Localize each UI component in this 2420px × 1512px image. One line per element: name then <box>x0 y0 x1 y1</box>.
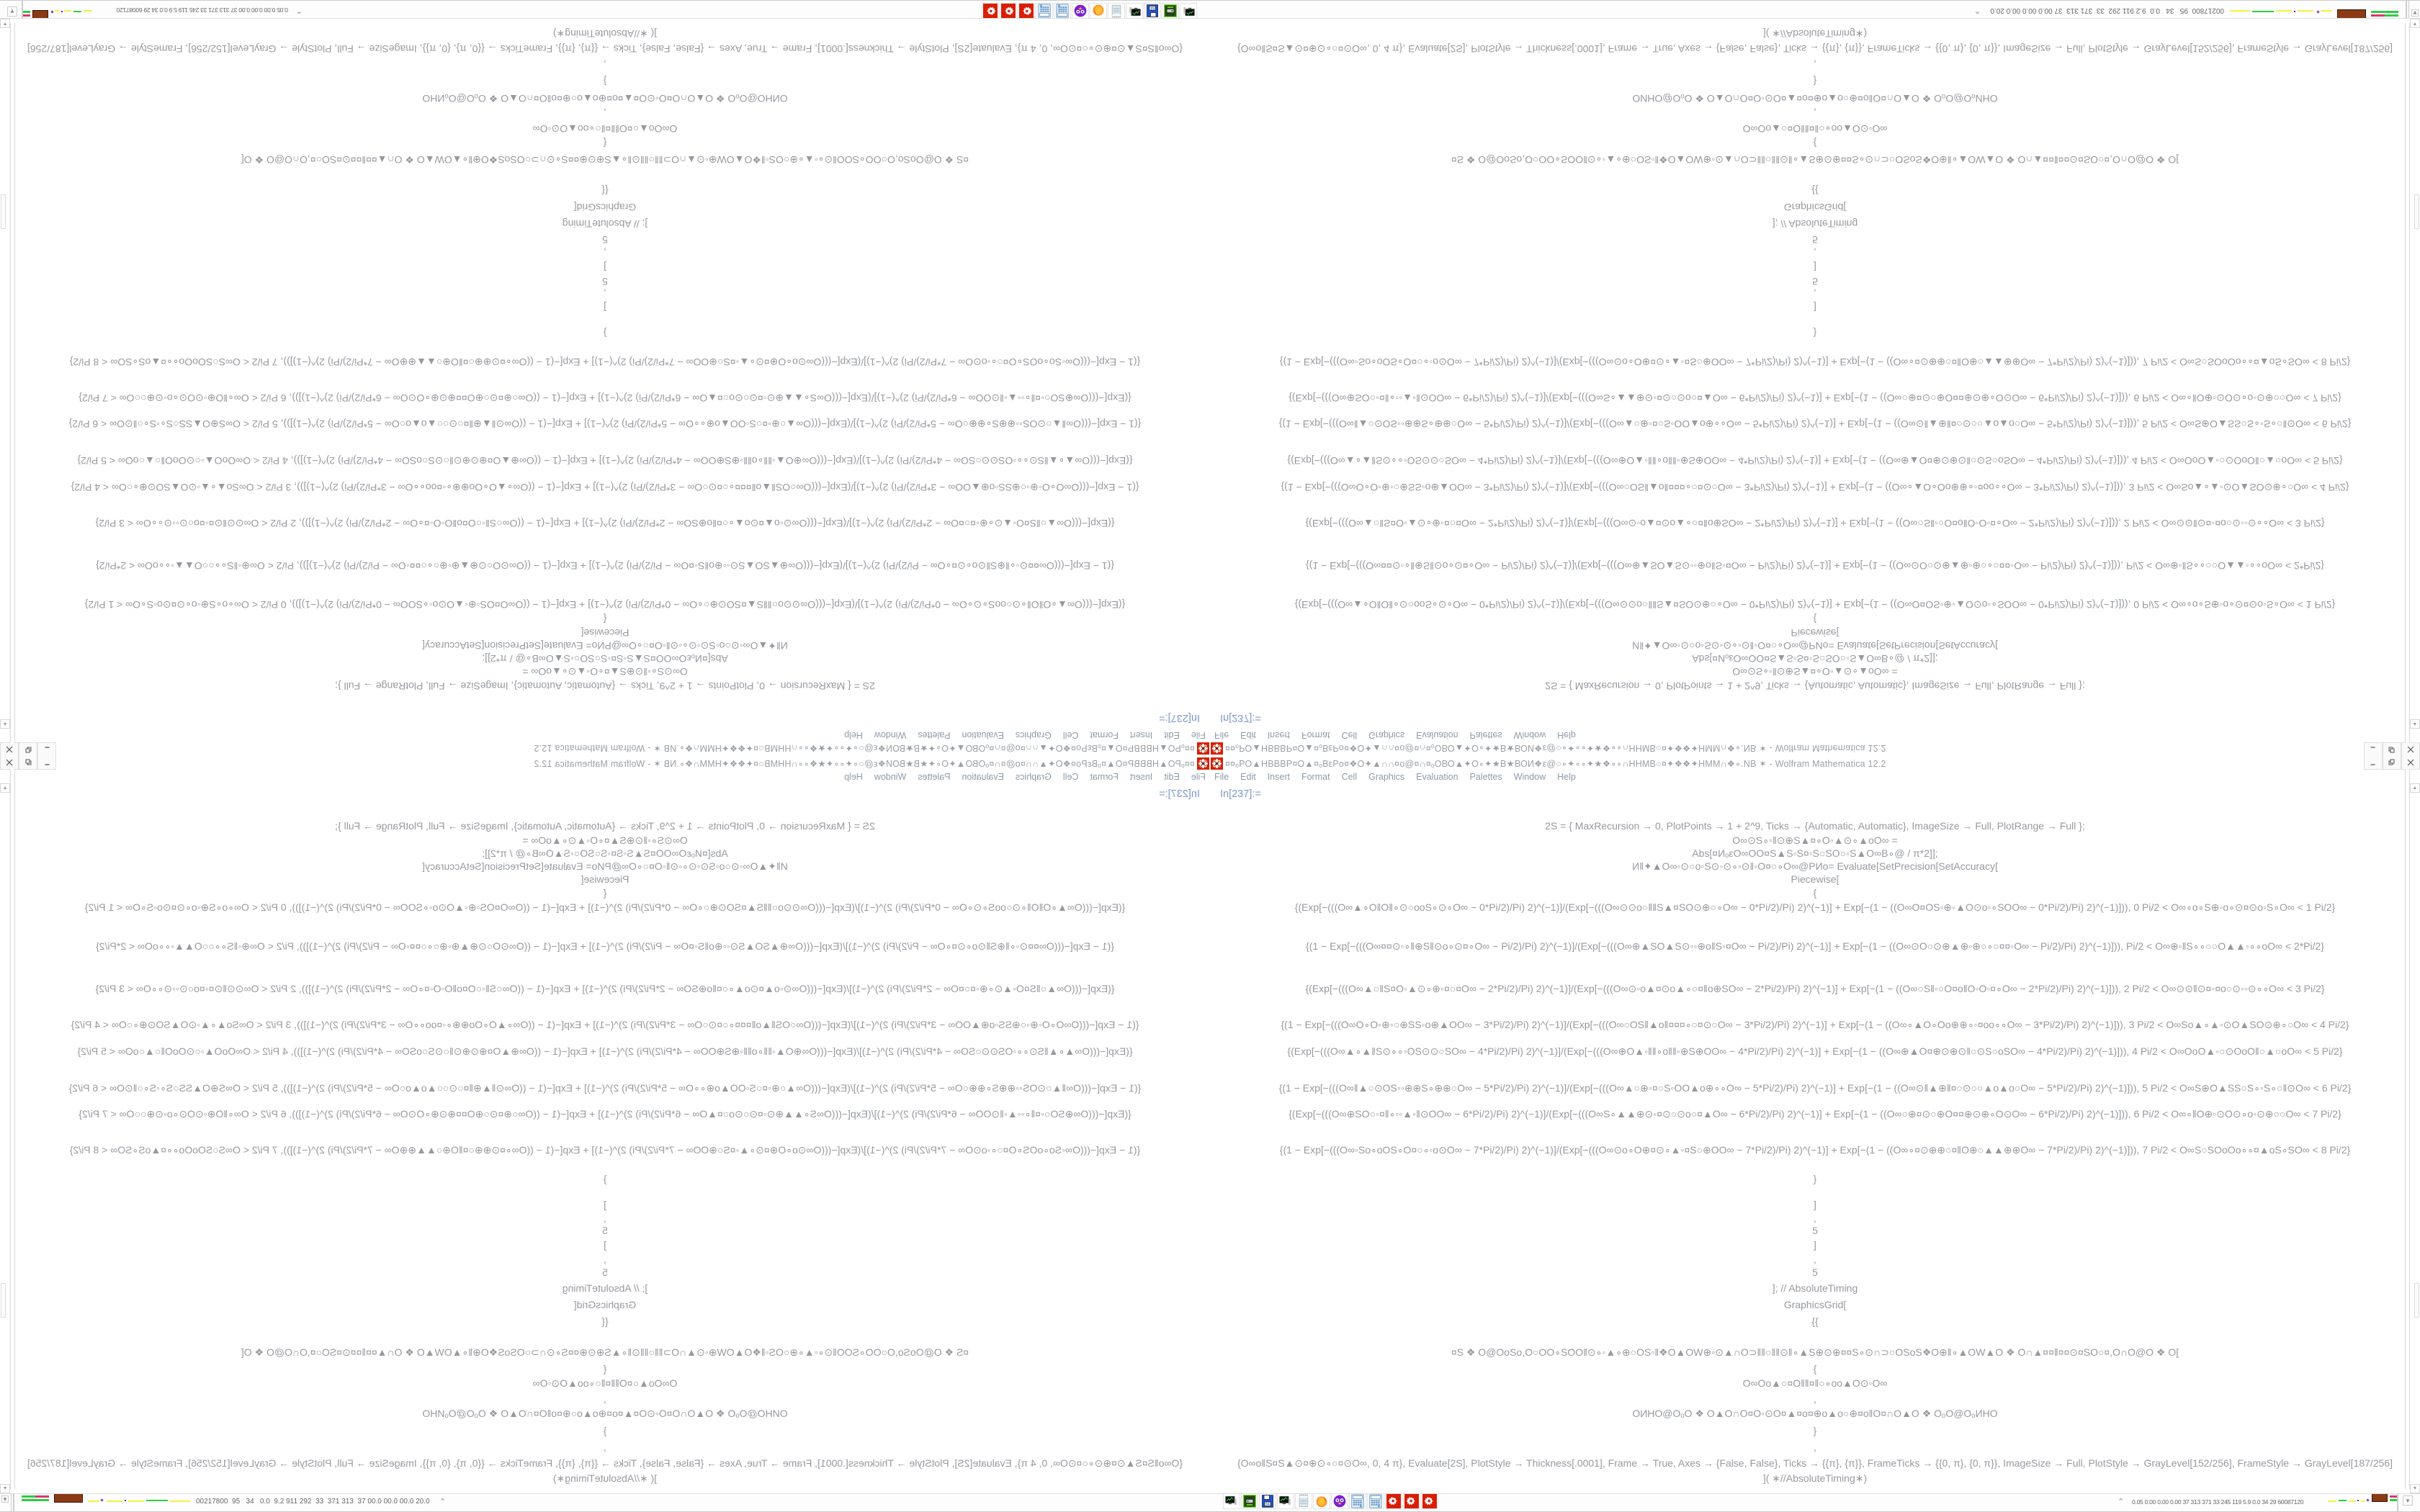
svg-text:64: 64 <box>1265 1502 1270 1506</box>
svg-text:64: 64 <box>1150 6 1155 10</box>
